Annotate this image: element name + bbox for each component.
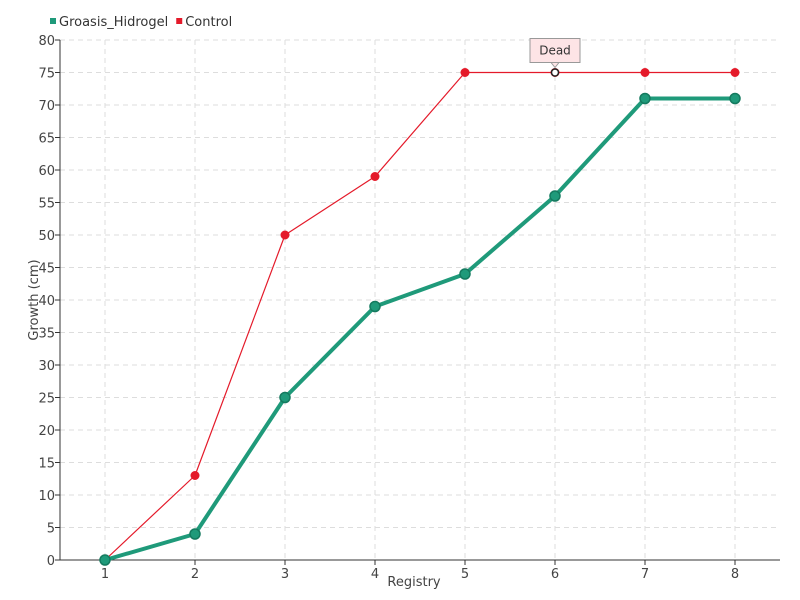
data-point-groasis-hidrogel[interactable] <box>279 391 291 404</box>
y-tick-label: 50 <box>38 229 55 244</box>
x-tick-label: 7 <box>641 567 649 582</box>
y-tick-label: 55 <box>38 197 55 212</box>
annotation-box <box>529 38 581 63</box>
x-tick-label: 6 <box>551 567 559 582</box>
y-tick-label: 60 <box>38 164 55 179</box>
x-tick-label: 3 <box>281 567 289 582</box>
legend-item-groasis-hidrogel[interactable]: Groasis_Hidrogel <box>50 15 168 30</box>
series <box>99 68 741 566</box>
series-line-control <box>104 71 735 561</box>
y-axis-title: Growth (cm) <box>27 259 42 340</box>
x-tick-label: 4 <box>371 567 379 582</box>
x-ticks: 1 2 3 4 5 6 7 8 <box>101 560 739 582</box>
y-tick-label: 30 <box>38 359 55 374</box>
annotation-dead: Dead <box>529 38 581 77</box>
data-point-control[interactable] <box>190 471 200 480</box>
legend-swatch <box>50 18 56 24</box>
data-point-groasis-hidrogel[interactable] <box>549 190 561 202</box>
y-tick-label: 45 <box>38 262 55 277</box>
x-axis-title: Registry <box>387 575 441 590</box>
y-tick-label: 10 <box>38 489 55 504</box>
data-point-groasis-hidrogel[interactable] <box>189 528 201 540</box>
grid <box>60 39 780 560</box>
data-point-groasis-hidrogel[interactable] <box>729 92 741 105</box>
legend-label: Groasis_Hidrogel <box>59 15 168 30</box>
legend-label: Control <box>185 15 232 30</box>
y-ticks: 0 5 10 15 20 25 30 35 40 45 50 55 60 65 70 75 80 <box>38 34 60 569</box>
data-point-control[interactable] <box>460 68 470 77</box>
y-tick-label: 0 <box>47 554 55 569</box>
y-tick-label: 70 <box>38 99 55 114</box>
y-tick-label: 25 <box>38 392 55 407</box>
y-tick-label: 20 <box>38 424 55 439</box>
data-point-control[interactable] <box>280 230 290 240</box>
annotation-marker <box>550 68 560 77</box>
data-point-groasis-hidrogel[interactable] <box>369 300 381 313</box>
data-point-groasis-hidrogel[interactable] <box>639 92 651 105</box>
legend-item-control[interactable]: Control <box>176 15 232 30</box>
annotations: Dead <box>529 38 581 77</box>
x-tick-label: 8 <box>731 567 739 582</box>
y-tick-label: 65 <box>38 132 55 147</box>
series-groasis-hidrogel <box>99 92 741 566</box>
y-tick-label: 75 <box>38 67 55 82</box>
y-tick-label: 15 <box>38 457 55 472</box>
legend[interactable]: Groasis_Hidrogel Control <box>50 15 232 30</box>
y-tick-label: 5 <box>47 522 55 537</box>
x-tick-label: 1 <box>101 567 109 582</box>
data-point-control[interactable] <box>730 68 740 77</box>
x-tick-label: 2 <box>191 567 199 582</box>
legend-swatch <box>176 18 183 24</box>
y-tick-label: 40 <box>38 294 55 309</box>
x-tick-label: 5 <box>461 567 469 582</box>
data-point-groasis-hidrogel[interactable] <box>459 268 471 280</box>
annotation-pointer <box>549 62 561 69</box>
annotation-label: Dead <box>539 44 571 58</box>
series-control <box>100 68 740 565</box>
y-tick-label: 35 <box>38 327 55 342</box>
data-point-control[interactable] <box>370 172 380 181</box>
series-line-groasis-hidrogel <box>104 96 735 562</box>
y-tick-label: 80 <box>38 34 55 49</box>
data-point-groasis-hidrogel[interactable] <box>99 554 111 566</box>
data-point-control[interactable] <box>640 68 650 77</box>
